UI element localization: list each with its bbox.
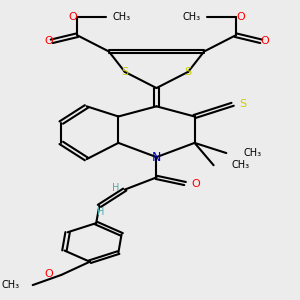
Text: O: O [191,178,200,188]
Text: O: O [44,36,53,46]
Text: O: O [236,12,245,22]
Text: S: S [121,67,128,77]
Text: O: O [45,269,53,279]
Text: CH₃: CH₃ [2,280,20,290]
Text: CH₃: CH₃ [244,148,262,158]
Text: CH₃: CH₃ [231,160,249,170]
Text: S: S [239,99,246,109]
Text: H: H [112,183,119,193]
Text: O: O [68,12,77,22]
Text: H: H [97,207,105,217]
Text: S: S [185,67,192,77]
Text: CH₃: CH₃ [112,12,130,22]
Text: N: N [152,151,161,164]
Text: O: O [260,36,269,46]
Text: CH₃: CH₃ [182,12,200,22]
